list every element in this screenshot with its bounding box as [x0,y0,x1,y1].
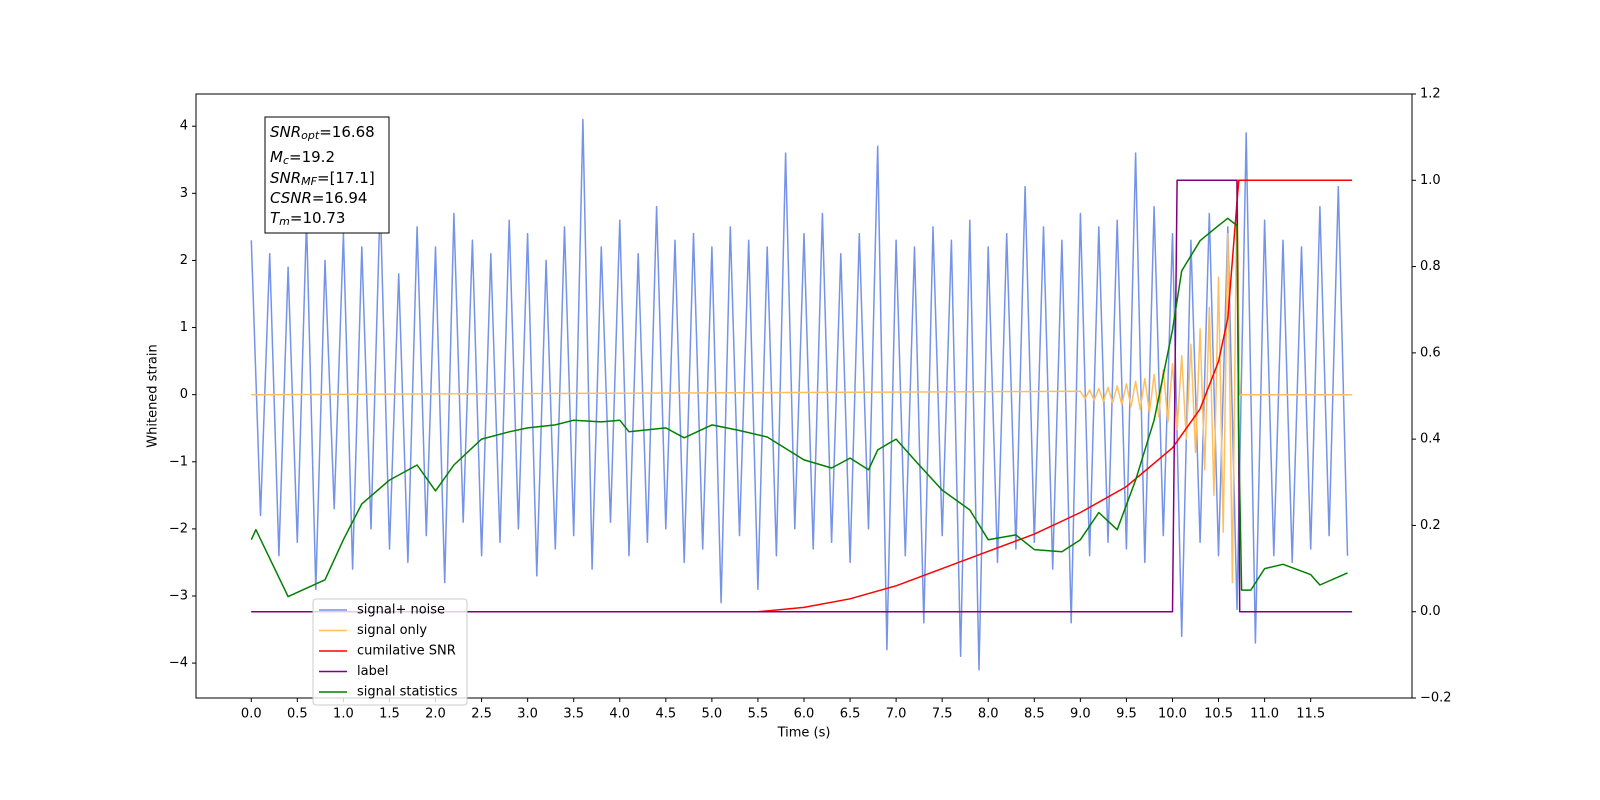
annotation-symbol: T [270,209,281,227]
series-line [251,179,1353,613]
x-tick-label: 2.5 [471,707,492,722]
y-tick-label: 3 [180,186,188,201]
x-tick-label: 5.0 [702,707,723,722]
x-tick-label: 8.5 [1024,707,1045,722]
plot-area [250,118,1353,671]
y-axis-label: Whitened strain [146,344,161,447]
x-tick-label: 2.0 [425,707,446,722]
series-line [250,118,1349,671]
x-tick-label: 4.0 [609,707,630,722]
annotation-value: =16.68 [319,123,375,141]
x-tick-label: 5.5 [748,707,769,722]
y-tick-label: −4 [169,656,188,671]
x-tick-label: 10.5 [1204,707,1233,722]
annotation-subscript: opt [301,129,320,142]
annotation-frame [264,116,390,234]
x-axis-label: Time (s) [777,726,831,741]
x-tick-label: 3.0 [517,707,538,722]
x-tick-label: 1.5 [379,707,400,722]
y2-tick-label: 0.0 [1420,604,1441,619]
x-tick-label: 4.5 [655,707,676,722]
x-tick-label: 6.5 [840,707,861,722]
annotation-symbol: SNR [270,123,301,141]
legend-frame [312,598,468,706]
y-tick-label: 2 [180,253,188,268]
legend-label: signal+ noise [357,603,445,618]
legend-label: cumilative SNR [357,644,456,659]
annotation-symbol: M [270,148,283,166]
annotation-value: =[17.1] [317,169,375,187]
series-line [251,179,1353,584]
legend-label: signal statistics [357,685,458,700]
annotation: SNRMF=[17.1] [270,169,375,189]
annotation-subscript: c [283,154,289,167]
annotation: Tm=10.73 [270,209,345,229]
annotation-subscript: MF [301,175,317,188]
annotation: SNRopt=16.68 [270,123,375,143]
legend: signal+ noise signal only cumilative SNR la… [312,598,468,706]
x-tick-label: 7.5 [932,707,953,722]
x-tick-label: 11.5 [1296,707,1325,722]
x-tick-label: 3.5 [563,707,584,722]
annotation-subscript: m [279,215,290,228]
annotation-value: =10.73 [290,209,346,227]
y2-tick-label: 0.6 [1420,345,1441,360]
x-tick-label: 0.5 [287,707,308,722]
x-tick-label: 0.0 [241,707,262,722]
y-tick-label: 0 [180,387,188,402]
y2-tick-label: 0.8 [1420,259,1441,274]
series-line [250,217,1348,598]
x-tick-label: 9.0 [1070,707,1091,722]
annotation-symbol: SNR [270,169,301,187]
y2-tick-label: 1.0 [1420,173,1441,188]
y-tick-label: −2 [169,521,188,536]
x-tick-label: 7.0 [886,707,907,722]
y2-tick-label: 0.4 [1420,432,1441,447]
series-line [251,179,1353,613]
annotation-symbol: CSNR [270,189,312,207]
y2-tick-label: −0.2 [1420,691,1452,706]
y-tick-label: −3 [169,588,188,603]
annotation: Mc=19.2 [270,148,335,168]
y-tick-label: 1 [180,320,188,335]
x-tick-label: 8.0 [978,707,999,722]
y2-tick-label: 0.2 [1420,518,1441,533]
legend-label: label [357,664,388,679]
annotation-value: =16.94 [312,189,368,207]
x-tick-label: 11.0 [1250,707,1279,722]
annotation-box: SNRopt=16.68Mc=19.2SNRMF=[17.1]CSNR=16.9… [264,116,390,234]
x-tick-label: 10.0 [1158,707,1187,722]
y2-tick-label: 1.2 [1420,87,1441,102]
annotation: CSNR=16.94 [270,189,367,207]
x-tick-label: 9.5 [1116,707,1137,722]
y-tick-label: −1 [169,454,188,469]
annotation-value: =19.2 [289,148,335,166]
x-tick-label: 1.0 [333,707,354,722]
y-tick-label: 4 [180,119,188,134]
legend-label: signal only [357,623,427,638]
x-tick-label: 6.0 [794,707,815,722]
